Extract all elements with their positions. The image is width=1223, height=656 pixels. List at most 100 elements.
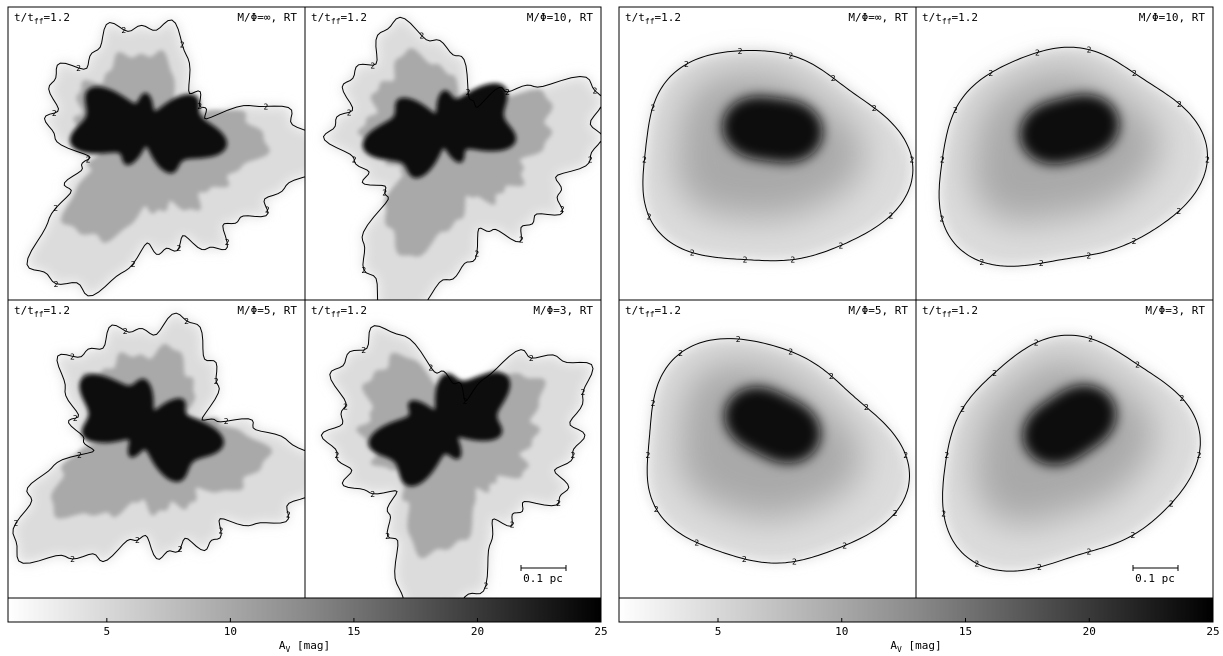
contour-label: 2 [788, 51, 793, 60]
contour-label: 2 [417, 307, 422, 316]
contour-label: 2 [335, 451, 340, 460]
contour-label: 2 [1205, 155, 1210, 164]
contour-label: 2 [361, 266, 366, 275]
contour-label: 2 [888, 211, 893, 220]
colorbar-label-main: A [890, 639, 897, 652]
colorbar-label-rest: [mag] [902, 639, 942, 652]
cloud-core [1022, 384, 1117, 466]
model-label: M/Φ=5, RT [848, 304, 908, 317]
contour-label: 2 [1035, 48, 1040, 57]
contour-label: 2 [581, 388, 586, 397]
contour-label: 2 [1088, 335, 1093, 344]
colorbar-tick-label: 20 [471, 625, 484, 638]
colorbar-tick-label: 10 [835, 625, 848, 638]
contour-label: 2 [651, 399, 656, 408]
contour-label: 2 [893, 509, 898, 518]
time-text: t/t [922, 11, 942, 24]
contour-label: 2 [135, 536, 140, 545]
time-rest: =1.2 [341, 304, 368, 317]
contour-label: 2 [1086, 251, 1091, 260]
contour-label: 2 [910, 155, 915, 164]
contour-label: 2 [419, 32, 424, 41]
contour [322, 16, 601, 300]
colorbar [618, 597, 1214, 623]
time-rest: =1.2 [952, 304, 979, 317]
contour-label: 2 [940, 215, 945, 224]
contour-label: 2 [974, 560, 979, 569]
contour-label: 2 [903, 451, 908, 460]
model-label: M/Φ=10, RT [527, 11, 594, 24]
time-sub: ff [942, 17, 952, 26]
cloud-core [79, 374, 224, 482]
time-label: t/tff=1.2 [311, 11, 367, 26]
colorbar-tick-label: 15 [347, 625, 360, 638]
time-sub: ff [34, 17, 44, 26]
time-rest: =1.2 [655, 11, 682, 24]
contour-label: 2 [505, 88, 510, 97]
contour-label: 2 [264, 102, 269, 111]
contour-label: 2 [1039, 259, 1044, 268]
contour-label: 2 [53, 204, 58, 213]
contour-label: 2 [988, 69, 993, 78]
contour-label: 2 [73, 414, 78, 423]
contour-label: 2 [466, 88, 471, 97]
contour-label: 2 [370, 490, 375, 499]
contour-label: 2 [960, 405, 965, 414]
contour-label: 2 [944, 451, 949, 460]
contour-label: 2 [265, 206, 270, 215]
map: 2 2 2 2 2 2 2 2 2 2 2 2 2 2 [12, 312, 318, 564]
contour-label: 2 [77, 451, 82, 460]
contour-label: 2 [428, 363, 433, 372]
scale-bar-label: 0.1 pc [1135, 572, 1175, 585]
contour-label: 2 [953, 106, 958, 115]
colorbar-label: AV [mag] [890, 639, 941, 654]
contour-label: 2 [1135, 360, 1140, 369]
map: 2 2 2 2 2 2 2 2 2 2 2 2 2 2 [938, 46, 1210, 268]
contour-label: 2 [788, 347, 793, 356]
map: 2 2 2 2 2 2 2 2 2 2 2 2 2 2 [26, 19, 305, 297]
contour-label: 2 [52, 109, 57, 118]
contour-label: 2 [842, 542, 847, 551]
time-rest: =1.2 [952, 11, 979, 24]
time-sub: ff [331, 310, 341, 319]
colorbar-tick-label: 15 [959, 625, 972, 638]
contour-label: 2 [979, 258, 984, 267]
colorbar-tick-label: 5 [104, 625, 111, 638]
time-text: t/t [922, 304, 942, 317]
time-sub: ff [331, 17, 341, 26]
time-label: t/tff=1.2 [311, 304, 367, 319]
contour-label: 2 [743, 256, 748, 265]
cloud-core [368, 372, 511, 487]
contour-label: 2 [940, 155, 945, 164]
contour-label: 2 [684, 60, 689, 69]
model-label: M/Φ=3, RT [533, 304, 593, 317]
model-label: M/Φ=∞, RT [237, 11, 297, 24]
time-text: t/t [311, 11, 331, 24]
contour-label: 2 [864, 403, 869, 412]
contour-label: 2 [941, 509, 946, 518]
contour-label: 2 [286, 511, 291, 520]
contour-label: 2 [463, 397, 468, 406]
cloud-core [724, 386, 821, 464]
contour-label: 2 [176, 244, 181, 253]
contour-label: 2 [70, 555, 75, 564]
contour-label: 2 [1087, 46, 1092, 55]
colorbar-label-main: A [279, 639, 286, 652]
cloud-core [1019, 94, 1120, 165]
contour-label: 2 [519, 236, 524, 245]
contour-label: 2 [736, 335, 741, 344]
contour [646, 338, 911, 564]
contour-label: 2 [313, 451, 318, 460]
contour-label: 2 [178, 545, 183, 554]
map: 2 2 2 2 2 2 2 2 2 2 2 2 2 2 [642, 47, 915, 265]
contour-label: 2 [184, 317, 189, 326]
time-sub: ff [34, 310, 44, 319]
colorbar-label-sub: V [897, 645, 902, 654]
contour-label: 2 [678, 349, 683, 358]
contour-label: 2 [831, 74, 836, 83]
contour-label: 2 [792, 557, 797, 566]
colorbar [7, 597, 602, 623]
contour-label: 2 [838, 241, 843, 250]
time-rest: =1.2 [44, 11, 71, 24]
